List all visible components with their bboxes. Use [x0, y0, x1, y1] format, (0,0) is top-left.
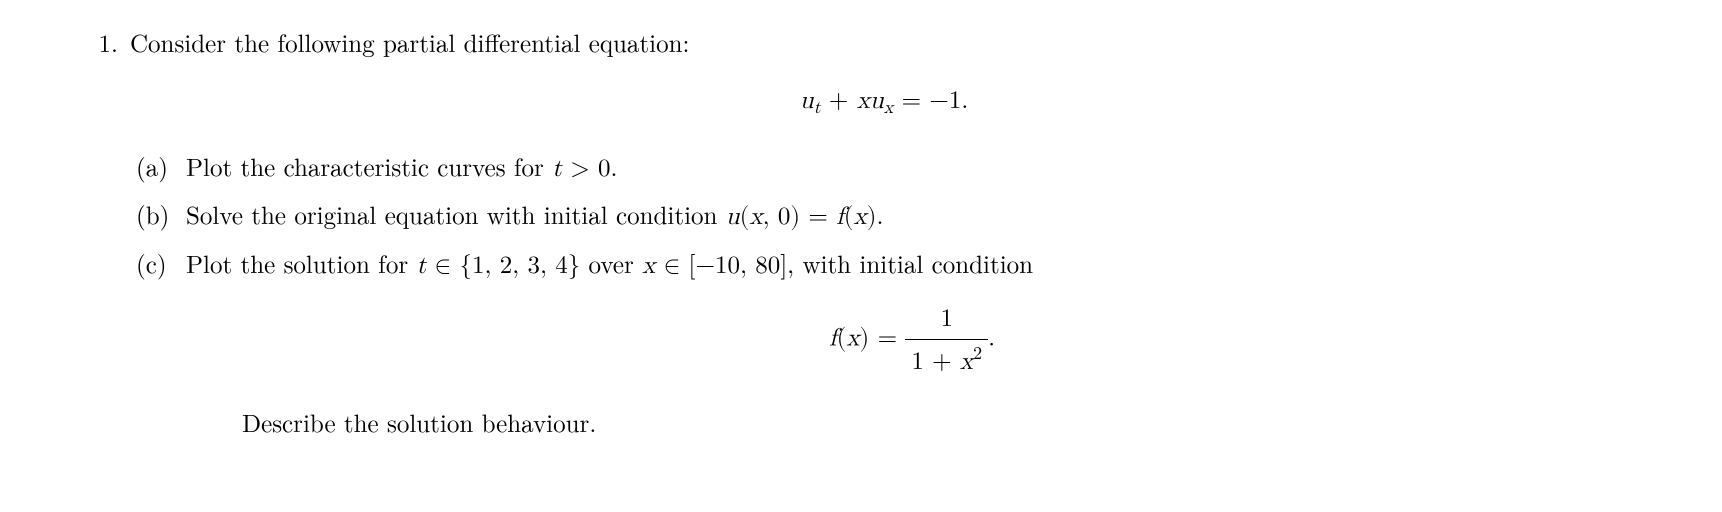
item-number: 1. [78, 24, 130, 62]
eq2-den-1plus: 1 + [911, 348, 960, 373]
part-b-f: f [836, 204, 844, 229]
sub-parts: (a) Plot the characteristic curves for t… [136, 148, 1638, 442]
eq1-rhs: −1 [929, 88, 961, 113]
eq1-sub-t: t [814, 99, 821, 117]
part-b-label: (b) [136, 196, 186, 234]
equation-2: f(x) = 11 + x2. [186, 300, 1638, 380]
part-b-body: Solve the original equation with initial… [186, 196, 1638, 236]
part-b-x2: x [854, 204, 867, 229]
part-c-label: (c) [136, 245, 186, 283]
list-item-1: 1. Consider the following partial differ… [78, 24, 1638, 450]
equation-1: ut + xux = −1. [130, 82, 1638, 122]
part-a-period: . [610, 149, 617, 184]
part-a-t: t [552, 156, 562, 181]
eq2-frac-den: 1 + x2 [905, 339, 988, 380]
part-c-range: ∈ [−10, 80] [655, 253, 787, 278]
part-c-describe: Describe the solution behaviour. [242, 404, 1638, 442]
eq2-den-x: x [960, 348, 973, 373]
part-a: (a) Plot the characteristic curves for t… [136, 148, 1638, 188]
part-c-text1: Plot the solution for [186, 246, 416, 281]
part-b-open2: ( [844, 204, 854, 229]
part-b-text: Solve the original equation with initial… [186, 197, 726, 232]
eq1-sub-x: x [884, 99, 894, 117]
eq1-eq: = [893, 88, 929, 113]
part-c-set: ∈ {1, 2, 3, 4} [426, 253, 580, 278]
enumerated-list: 1. Consider the following partial differ… [78, 24, 1638, 450]
eq2-f: f [829, 325, 837, 350]
part-a-label: (a) [136, 148, 186, 186]
part-b-u: u [726, 204, 740, 229]
part-c-t: t [416, 253, 426, 278]
part-c-line1: Plot the solution for t ∈ {1, 2, 3, 4} o… [186, 245, 1638, 285]
part-a-text: Plot the characteristic curves for [186, 149, 552, 184]
part-c-over: over [580, 246, 642, 281]
eq2-den-sq: 2 [973, 345, 982, 363]
math-problem-page: 1. Consider the following partial differ… [0, 0, 1722, 512]
eq2-fraction: 11 + x2 [905, 300, 988, 380]
eq2-close-eq: ) = [860, 325, 906, 350]
part-b: (b) Solve the original equation with ini… [136, 196, 1638, 236]
eq2-x: x [846, 325, 859, 350]
eq1-x: x [857, 88, 870, 113]
part-b-comma0: , 0) = [763, 204, 837, 229]
eq1-u1: u [800, 88, 814, 113]
part-a-gt0: > 0 [562, 156, 611, 181]
eq2-period: . [988, 325, 995, 350]
item-body: Consider the following partial different… [130, 24, 1638, 450]
part-b-x: x [749, 204, 762, 229]
intro-text: Consider the following partial different… [130, 24, 1638, 62]
eq1-plus: + [821, 88, 857, 113]
eq2-frac-num: 1 [905, 300, 988, 339]
part-a-body: Plot the characteristic curves for t > 0… [186, 148, 1638, 188]
part-c-body: Plot the solution for t ∈ {1, 2, 3, 4} o… [186, 245, 1638, 442]
eq2-open: ( [837, 325, 847, 350]
eq1-period: . [961, 88, 968, 113]
part-c-text2: , with initial condition [787, 246, 1033, 281]
part-c-x: x [642, 253, 655, 278]
part-b-period: . [876, 197, 883, 232]
part-c: (c) Plot the solution for t ∈ {1, 2, 3, … [136, 245, 1638, 442]
eq1-u2: u [870, 88, 884, 113]
part-b-close: ) [867, 204, 877, 229]
part-b-open1: ( [740, 204, 750, 229]
